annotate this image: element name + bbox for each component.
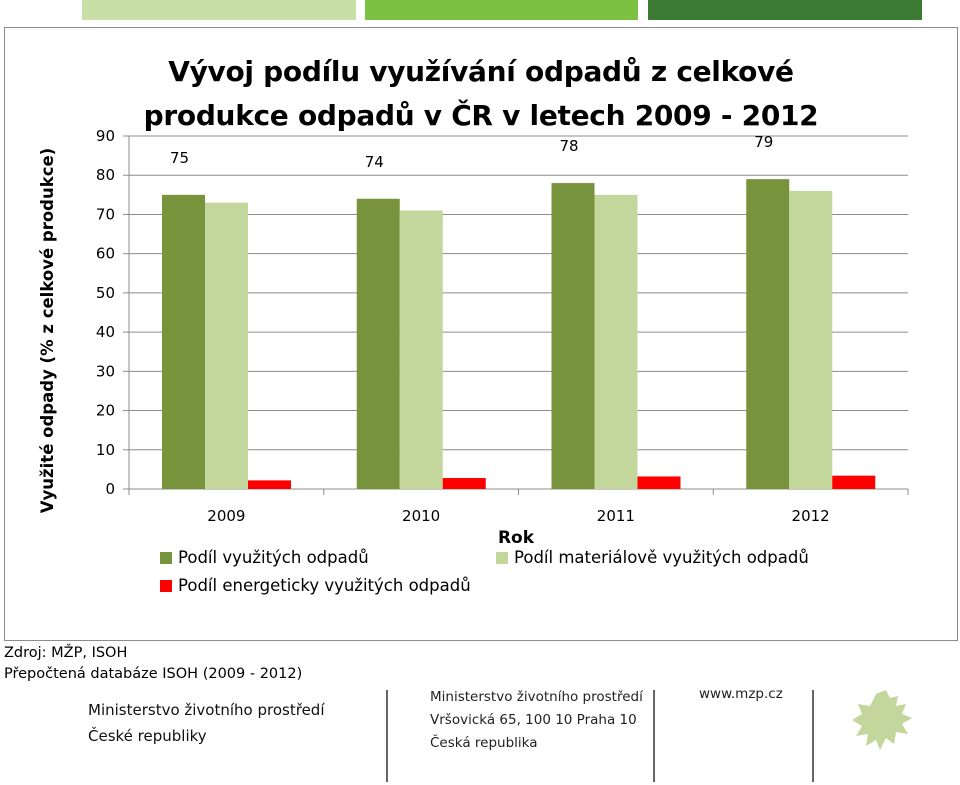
y-tick-label: 90 (96, 127, 115, 145)
bar-2-2012 (789, 190, 833, 489)
bar-1-2009 (162, 194, 205, 490)
chart-plot: 0 10 20 30 40 50 60 70 80 90 75 74 78 79 2009 2010 2011 2… (38, 127, 909, 548)
legend-label-series-1: Podíl využitých odpadů (178, 548, 369, 567)
legend-label-series-2: Podíl materiálově využitých odpadů (514, 548, 809, 567)
website-link[interactable]: www.mzp.cz (699, 686, 783, 702)
data-label: 74 (365, 153, 384, 171)
chart-legend: Podíl využitých odpadů Podíl materiálově… (160, 548, 860, 608)
legend-item-series-3: Podíl energeticky využitých odpadů (160, 576, 471, 595)
data-label: 79 (754, 133, 773, 151)
bar-1-2010 (356, 198, 400, 489)
lion-icon (852, 690, 912, 750)
x-tick-label: 2012 (792, 507, 830, 525)
ministry-name: Ministerstvo životního prostředí České r… (88, 701, 325, 745)
y-tick-label: 20 (96, 402, 115, 420)
bar-1-2012 (746, 179, 790, 489)
footer-divider (653, 690, 655, 782)
bar-2-2009 (205, 202, 248, 489)
header-band-medium (365, 0, 638, 20)
legend-swatch-series-2 (496, 551, 508, 564)
bar-2-2010 (399, 210, 443, 489)
footer-divider (812, 690, 814, 782)
bar-3-2012 (832, 475, 876, 489)
ministry-address: Ministerstvo životního prostředí Vršovic… (430, 689, 643, 751)
legend-item-series-1: Podíl využitých odpadů (160, 548, 369, 567)
bar-3-2009 (248, 480, 291, 489)
bar-3-2010 (442, 478, 486, 489)
x-tick-label: 2011 (597, 507, 635, 525)
database-note: Přepočtená databáze ISOH (2009 - 2012) (4, 666, 303, 682)
footer-divider (386, 690, 388, 782)
x-axis-title: Rok (498, 528, 535, 548)
y-tick-label: 40 (96, 323, 115, 341)
y-tick-label: 60 (96, 245, 115, 263)
chart-frame: 0 10 20 30 40 50 60 70 80 90 75 74 78 79 2009 2010 2011 2… (4, 27, 958, 641)
y-tick-label: 30 (96, 362, 115, 380)
bar-2-2011 (594, 194, 638, 490)
chart-title: Vývoj podílu využívání odpadů z celkové … (143, 55, 819, 132)
header-band-light (82, 0, 356, 20)
legend-label-series-3: Podíl energeticky využitých odpadů (178, 576, 471, 595)
y-tick-label: 50 (96, 284, 115, 302)
bar-3-2011 (637, 476, 681, 489)
x-tick-label: 2010 (402, 507, 440, 525)
bar-1-2011 (551, 183, 595, 490)
y-tick-label: 80 (96, 166, 115, 184)
y-tick-label: 10 (96, 441, 115, 459)
source-note: Zdroj: MŽP, ISOH (4, 645, 128, 661)
legend-swatch-series-3 (160, 579, 172, 592)
y-tick-label: 70 (96, 205, 115, 223)
data-label: 78 (559, 137, 578, 155)
data-label: 75 (170, 149, 189, 167)
header-band-dark (648, 0, 922, 20)
x-tick-label: 2009 (207, 507, 245, 525)
y-tick-label: 0 (105, 480, 115, 498)
y-axis-title: Využité odpady (% z celkové produkce) (38, 148, 57, 513)
legend-swatch-series-1 (160, 551, 172, 564)
legend-item-series-2: Podíl materiálově využitých odpadů (496, 548, 809, 567)
